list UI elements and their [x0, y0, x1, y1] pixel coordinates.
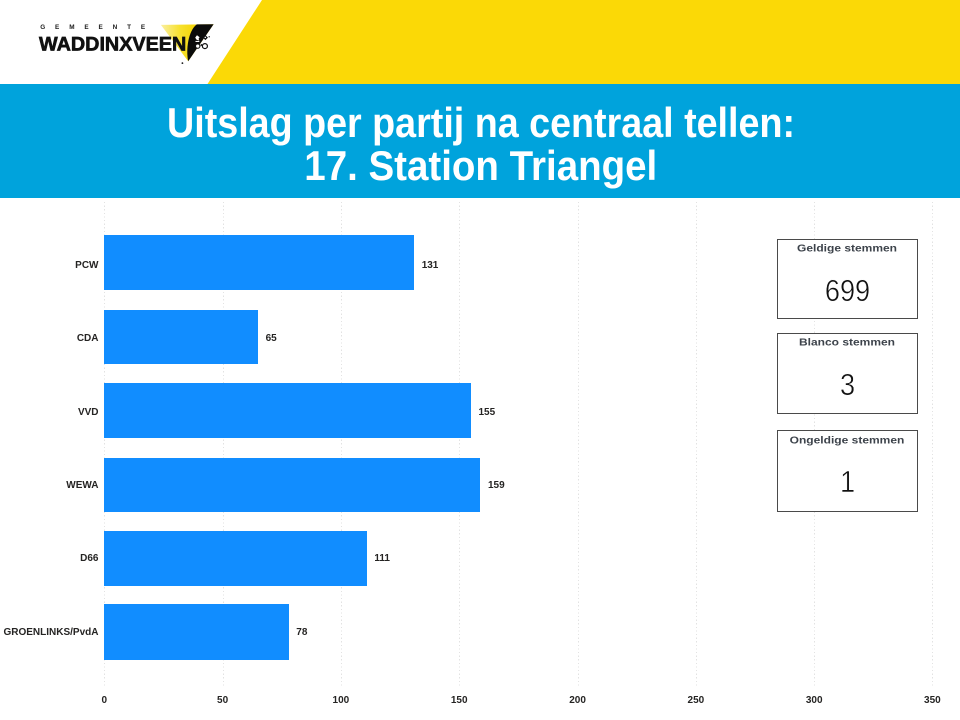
svg-text:WADDINXVEEN: WADDINXVEEN — [39, 34, 186, 56]
svg-text:G E M E E N T E: G E M E E N T E — [40, 24, 146, 31]
